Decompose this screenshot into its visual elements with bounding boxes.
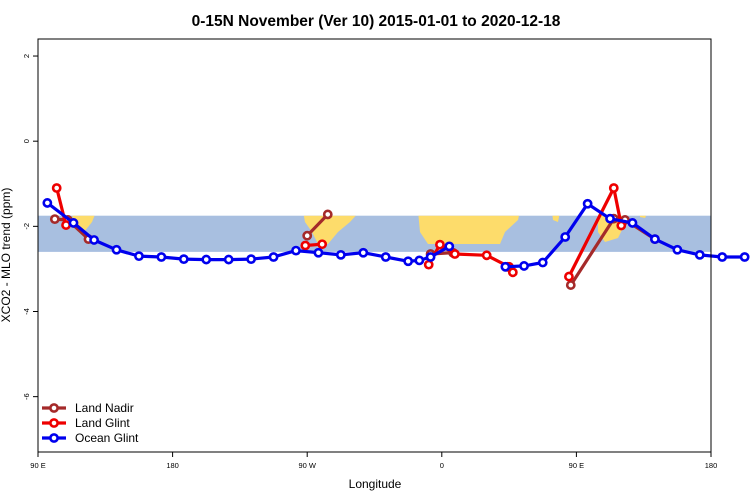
data-point <box>481 250 492 261</box>
data-point <box>61 220 71 230</box>
data-point <box>302 230 313 241</box>
x-tick-label: 0 <box>440 461 444 470</box>
data-point <box>650 234 660 245</box>
data-point <box>380 252 391 262</box>
series-land-glint <box>51 183 627 282</box>
data-point <box>560 232 571 242</box>
data-point <box>51 183 62 193</box>
data-point <box>403 256 414 267</box>
data-point <box>582 198 593 209</box>
y-tick-label: -4 <box>22 308 31 315</box>
data-point <box>564 271 574 282</box>
y-tick-label: -6 <box>22 393 31 400</box>
data-point <box>111 244 122 255</box>
data-point <box>507 267 518 278</box>
data-point <box>717 252 728 262</box>
land-pacific-islands <box>640 215 647 218</box>
x-tick-label: 90 E <box>30 461 45 470</box>
data-point <box>322 209 333 220</box>
y-axis: 2 0 -2 -4 -6 <box>22 54 38 400</box>
legend-marker <box>49 403 59 413</box>
data-point <box>444 241 455 252</box>
data-point <box>291 245 301 256</box>
x-tick-label: 90 W <box>298 461 316 470</box>
data-point <box>425 252 436 262</box>
legend-label: Land Glint <box>75 416 130 430</box>
data-point <box>414 255 425 266</box>
series-ocean-glint <box>42 198 750 272</box>
legend-marker <box>49 433 59 443</box>
data-point <box>739 252 750 262</box>
data-point <box>423 259 434 270</box>
x-tick-label: 180 <box>166 461 179 470</box>
y-tick-label: 2 <box>22 54 31 58</box>
data-point <box>627 218 638 228</box>
data-point <box>335 249 346 260</box>
legend-entry: Land Glint <box>42 416 130 430</box>
data-point <box>565 280 576 290</box>
legend-label: Land Nadir <box>75 401 134 415</box>
data-point <box>449 249 460 259</box>
data-point <box>89 235 99 245</box>
data-point <box>616 220 627 231</box>
data-point <box>519 261 529 271</box>
plot-frame <box>37 38 712 453</box>
data-point <box>435 239 445 250</box>
data-point <box>246 254 257 265</box>
land-africa <box>418 215 519 244</box>
x-tick-label: 90 E <box>569 461 584 470</box>
data-point <box>223 254 234 265</box>
x-tick-label: 180 <box>705 461 718 470</box>
legend-marker <box>49 418 59 428</box>
data-point <box>672 244 683 255</box>
plot-background <box>38 215 711 252</box>
legend-label: Ocean Glint <box>75 431 139 445</box>
data-point <box>608 183 619 193</box>
data-point <box>156 252 167 262</box>
data-point <box>178 254 189 265</box>
data-point <box>537 257 548 268</box>
x-axis-label: Longitude <box>349 477 402 491</box>
data-point <box>313 247 324 258</box>
y-tick-label: 0 <box>22 139 31 143</box>
data-point <box>201 254 212 265</box>
data-point <box>49 214 60 225</box>
data-point <box>68 218 79 228</box>
data-point <box>500 261 511 272</box>
data-point <box>317 239 328 250</box>
y-axis-label: XCO2 - MLO trend (ppm) <box>0 188 13 323</box>
chart-title: 0-15N November (Ver 10) 2015-01-01 to 20… <box>192 13 561 30</box>
land-south-america <box>303 215 356 244</box>
data-point <box>300 240 311 251</box>
x-axis: 90 E 180 90 W 0 90 E 180 <box>30 452 717 470</box>
legend-entry: Land Nadir <box>42 401 134 415</box>
data-point <box>605 213 615 224</box>
data-point <box>268 252 279 262</box>
land-southeast-asia-east <box>552 215 560 222</box>
data-point <box>358 247 369 258</box>
series-layer <box>42 183 750 290</box>
data-point <box>134 251 144 262</box>
data-point <box>42 198 53 208</box>
y-tick-label: -2 <box>22 223 31 230</box>
series-line <box>306 213 329 237</box>
legend-entry: Ocean Glint <box>42 431 139 445</box>
series-line <box>55 187 68 226</box>
data-point <box>694 249 705 260</box>
